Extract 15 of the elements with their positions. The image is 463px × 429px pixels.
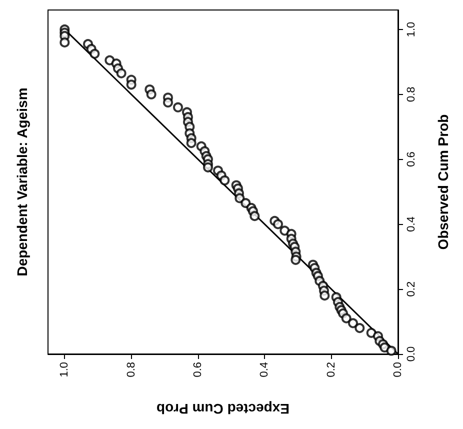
x-tick-label: 0.8 xyxy=(125,362,138,378)
y-tick-label: 0.8 xyxy=(406,86,418,102)
x-tick-label: 0.6 xyxy=(192,362,204,378)
x-tick-label: 0.0 xyxy=(392,362,404,378)
x-tick-label: 1.0 xyxy=(58,362,71,378)
x-axis-title: Expected Cum Prob xyxy=(156,401,290,417)
y-tick-label: 0.6 xyxy=(406,152,418,167)
y-tick-label: 0.2 xyxy=(406,281,418,297)
x-tick-label: 0.2 xyxy=(325,362,338,378)
y-tick-label: 0.0 xyxy=(406,346,418,362)
y-tick-label: 0.4 xyxy=(406,216,418,232)
x-tick-label: 0.4 xyxy=(258,362,271,378)
y-tick-label: 1.0 xyxy=(406,22,418,38)
text: Dependent Variable: Ageism xyxy=(14,88,30,276)
y-axis-title: Observed Cum Prob xyxy=(435,114,451,250)
